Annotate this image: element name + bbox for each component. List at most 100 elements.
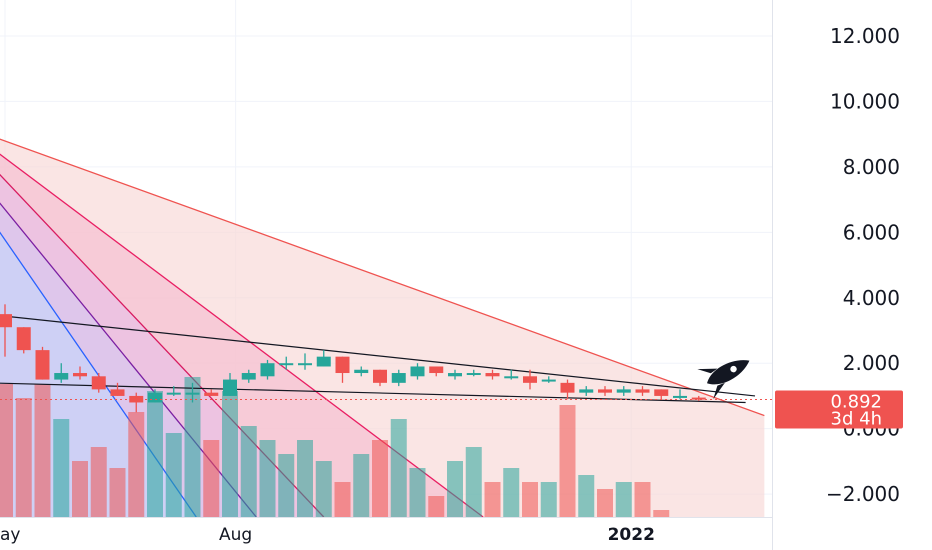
candle (148, 389, 162, 403)
volume-bar (522, 482, 538, 517)
candle (410, 363, 425, 380)
candle-body (35, 350, 50, 380)
candle-body (523, 376, 537, 383)
volume-bar (409, 468, 426, 517)
candle (654, 389, 669, 400)
volume-bar (540, 482, 557, 517)
volume-bar (447, 461, 463, 517)
last-price-tag: 0.892 3d 4h (775, 390, 903, 429)
candle-body (91, 376, 106, 390)
volume-bar (203, 440, 220, 517)
candle-body (654, 389, 669, 396)
volume-bar (315, 461, 332, 517)
volume-bar (634, 482, 651, 517)
time-axis-background (0, 518, 772, 550)
volume-bar (484, 482, 501, 517)
volume-bar (390, 419, 407, 517)
candle-body (166, 392, 181, 395)
candle (504, 369, 519, 380)
candle (429, 366, 444, 377)
candle (391, 369, 406, 387)
trend-lines (0, 314, 756, 404)
volume-bar (597, 489, 613, 517)
volume-bar (128, 412, 145, 517)
candle (691, 395, 706, 401)
candle-body (466, 373, 481, 376)
candle-body (16, 327, 31, 351)
candle-body (616, 389, 631, 393)
candle-body (54, 373, 69, 380)
volume-bar (578, 475, 595, 517)
volume-bar (372, 440, 388, 517)
volume-bars (0, 377, 670, 517)
candle-body (335, 356, 350, 374)
candle-body (298, 363, 312, 366)
trend-line (0, 382, 746, 404)
bar-countdown: 3d 4h (831, 408, 882, 429)
volume-bar (334, 482, 351, 517)
candle (241, 369, 256, 383)
volume-bar (0, 384, 13, 517)
price-axis-background[interactable] (772, 0, 932, 550)
candle (373, 369, 387, 387)
candle (166, 386, 181, 396)
trend-line (0, 314, 756, 397)
candle-body (635, 389, 650, 393)
candle (298, 353, 312, 370)
candle-body (598, 389, 612, 393)
volume-bar (53, 419, 70, 517)
price-axis-label: 6.000 (843, 220, 900, 244)
candle-body (560, 382, 575, 393)
candle-body (673, 395, 687, 398)
candle-body (410, 366, 425, 377)
candle-body (279, 363, 294, 366)
candle-body (373, 369, 387, 383)
candlesticks (0, 304, 706, 413)
time-axis-label: 2022 (608, 525, 655, 545)
candle-body (204, 392, 219, 396)
candle-body (241, 373, 256, 380)
candle (466, 369, 481, 377)
volume-bar (34, 384, 51, 517)
candle-body (429, 366, 444, 374)
candle-body (185, 392, 200, 395)
volume-bar (615, 482, 632, 517)
candle-body (579, 389, 594, 393)
volume-bar (90, 447, 107, 517)
candle (279, 356, 294, 370)
volume-bar (109, 468, 126, 517)
candle (335, 356, 350, 383)
candle (73, 366, 87, 380)
candle (223, 373, 237, 396)
candle (598, 386, 612, 396)
candle (354, 366, 369, 377)
price-axis-label: −2.000 (826, 482, 900, 506)
candle (0, 304, 12, 357)
fan-line (0, 138, 765, 417)
candle (523, 369, 537, 390)
volume-bar (184, 377, 201, 517)
time-axis-label: Aug (219, 525, 252, 545)
volume-bar (297, 440, 313, 517)
candle (185, 382, 200, 403)
rocket-fin-top (697, 368, 718, 374)
volume-bar (503, 468, 520, 517)
time-axis-labels[interactable]: ay Aug 2022 (0, 518, 772, 550)
volume-bar (653, 510, 670, 517)
volume-bar (353, 454, 370, 517)
candle-body (485, 373, 500, 377)
volume-bar (165, 433, 182, 517)
candle-body (391, 373, 406, 383)
volume-bar (222, 391, 238, 517)
rocket-icon[interactable] (697, 346, 757, 400)
rocket-window (730, 365, 737, 373)
candle-body (110, 389, 125, 396)
candle (616, 386, 631, 396)
candle-body (448, 373, 462, 377)
price-axis-label: 10.000 (830, 89, 900, 113)
last-price-value: 0.892 (830, 391, 882, 412)
candle (673, 389, 687, 400)
candle (316, 350, 331, 367)
candle-body (148, 392, 162, 403)
